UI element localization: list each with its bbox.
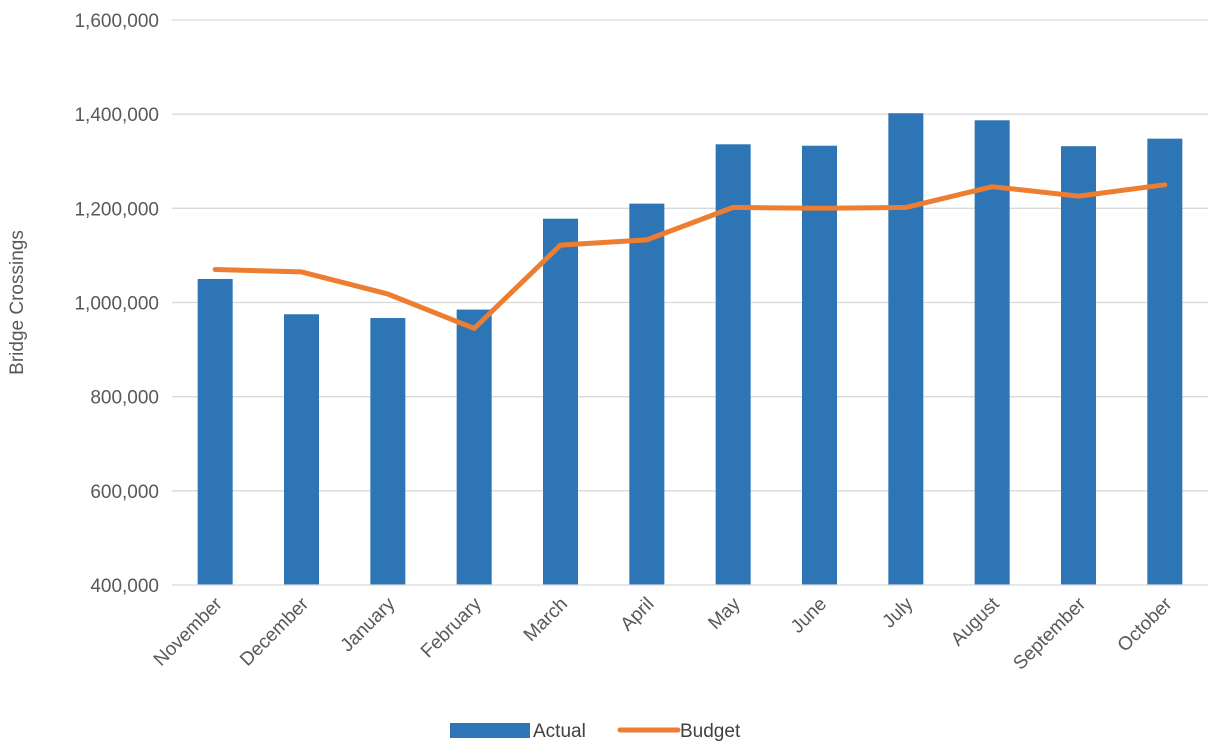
legend-label-budget: Budget: [680, 721, 741, 742]
legend-label-actual: Actual: [533, 721, 586, 742]
bar-actual: [284, 314, 319, 585]
bar-actual: [802, 145, 837, 585]
bar-actual: [715, 144, 751, 586]
y-tick-label: 1,000,000: [74, 294, 159, 315]
bar-actual: [629, 203, 665, 585]
legend: Actual Budget: [450, 721, 741, 742]
line-budget: [212, 182, 1168, 331]
bar-actual: [888, 113, 924, 585]
bar-actual: [197, 278, 233, 585]
x-tick-label: March: [520, 594, 572, 646]
x-tick-label: September: [1009, 593, 1090, 674]
x-tick-label: April: [617, 594, 659, 636]
y-tick-label: 1,200,000: [74, 199, 159, 220]
x-tick-label: August: [947, 593, 1004, 650]
y-tick-label: 800,000: [90, 388, 159, 409]
y-tick-label: 600,000: [90, 482, 159, 503]
y-tick-label: 1,400,000: [74, 105, 159, 126]
bars-actual: [197, 113, 1183, 586]
y-axis-label: Bridge Crossings: [7, 230, 28, 375]
bar-actual: [974, 120, 1010, 585]
bar-actual: [370, 318, 406, 585]
y-axis-ticks: 400,000 600,000 800,000 1,000,000 1,200,000 1…: [74, 11, 159, 597]
y-tick-label: 400,000: [90, 576, 159, 597]
x-tick-label: December: [236, 593, 313, 670]
legend-swatch-actual: [450, 723, 530, 738]
bar-actual: [1061, 146, 1096, 585]
x-tick-label: July: [879, 593, 918, 632]
x-tick-label: June: [787, 594, 831, 638]
gridlines: [172, 19, 1208, 492]
bar-actual: [543, 218, 578, 586]
bar-actual: [456, 309, 492, 585]
x-tick-label: November: [150, 593, 227, 670]
x-axis-ticks: November December January February March Apri…: [150, 593, 1177, 674]
x-tick-label: October: [1114, 593, 1177, 656]
y-tick-label: 1,600,000: [74, 11, 159, 32]
x-tick-label: January: [337, 593, 400, 656]
line-budget-path: [212, 182, 1168, 331]
x-tick-label: May: [704, 593, 745, 634]
bar-actual: [1147, 138, 1183, 585]
x-tick-label: February: [417, 593, 486, 662]
